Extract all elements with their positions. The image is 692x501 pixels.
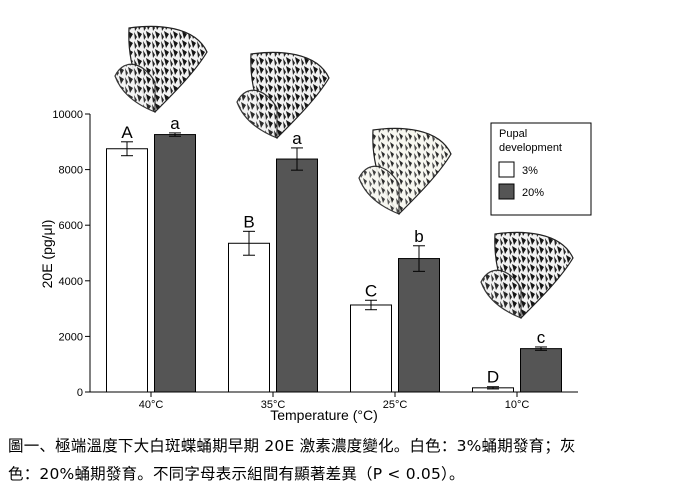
legend-label-20pct: 20% — [522, 187, 544, 199]
butterfly-wing-image — [236, 51, 330, 139]
figure-caption: 圖一、極端溫度下大白斑蝶蛹期早期 20E 激素濃度變化。白色：3%蛹期發育；灰 … — [8, 432, 688, 488]
x-tick-label: 25°C — [383, 399, 408, 411]
x-axis-label: Temperature (°C) — [270, 407, 378, 423]
bar — [276, 158, 318, 393]
significance-letter: B — [243, 212, 254, 231]
y-axis-label: 20E (pg/μl) — [39, 220, 55, 289]
bar — [398, 258, 440, 393]
hindwing-shape — [114, 63, 156, 113]
butterfly-wing-illustrations — [114, 25, 574, 319]
caption-line-2: 色：20%蛹期發育。不同字母表示組間有顯著差異（P < 0.05）。 — [8, 465, 465, 483]
bar — [154, 134, 196, 393]
significance-letter: b — [414, 227, 423, 246]
hindwing-shape — [358, 165, 400, 215]
significance-letter: D — [487, 368, 499, 387]
bars — [106, 132, 562, 393]
significance-letter: c — [537, 328, 546, 347]
bar — [106, 148, 148, 393]
y-tick-label: 8000 — [59, 165, 83, 177]
significance-letter: a — [292, 129, 302, 148]
butterfly-wing-image — [114, 25, 208, 113]
butterfly-wing-image — [480, 231, 574, 319]
legend-title-line1: Pupal — [499, 128, 527, 140]
legend-title-line2: development — [499, 142, 562, 154]
y-tick-label: 4000 — [59, 276, 83, 288]
y-tick-label: 2000 — [59, 331, 83, 343]
y-tick-label: 10000 — [52, 109, 83, 121]
legend: Pupal development 3% 20% — [490, 122, 592, 216]
x-tick-label: 35°C — [261, 399, 286, 411]
hindwing-shape — [236, 89, 278, 139]
x-tick-label: 10°C — [505, 399, 530, 411]
legend-label-3pct: 3% — [522, 165, 538, 177]
y-tick-label: 6000 — [59, 220, 83, 232]
bar — [228, 242, 270, 393]
chart-area: 0 2000 4000 6000 8000 10000 40°C 35°C 25°C 10°C A… — [39, 25, 592, 423]
bar — [520, 348, 562, 393]
significance-letter: A — [121, 123, 133, 142]
legend-swatch-20pct — [498, 183, 515, 200]
hindwing-shape — [480, 269, 522, 319]
bar — [350, 304, 392, 393]
caption-line-1: 圖一、極端溫度下大白斑蝶蛹期早期 20E 激素濃度變化。白色：3%蛹期發育；灰 — [8, 437, 576, 455]
significance-letter: C — [365, 281, 377, 300]
significance-letter: a — [170, 114, 180, 133]
axes: 0 2000 4000 6000 8000 10000 40°C 35°C 25°C 10°C — [52, 109, 578, 411]
x-tick-label: 40°C — [139, 399, 164, 411]
legend-swatch-3pct — [498, 161, 515, 178]
y-tick-label: 0 — [77, 387, 83, 399]
butterfly-wing-image — [358, 127, 452, 215]
